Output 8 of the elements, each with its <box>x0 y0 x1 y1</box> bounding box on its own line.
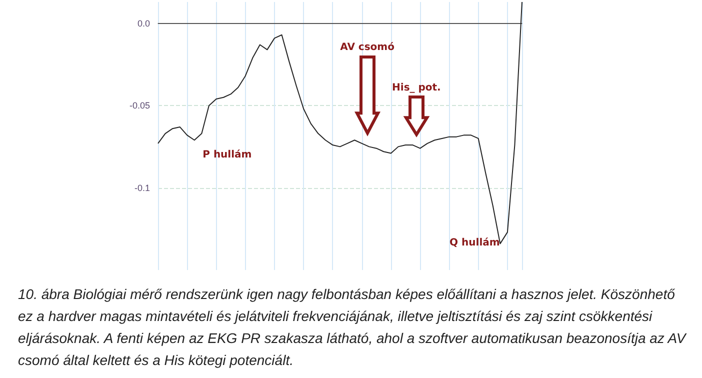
y-tick-label: -0.05 <box>129 100 150 111</box>
annotation: His_ pot. <box>392 82 441 94</box>
annotation: P hullám <box>202 149 252 160</box>
annotation: Q hullám <box>450 238 500 249</box>
text: 10. ábra Biológiai mérő rendszerünk igen nagy felbontásban képes előállítani a hasznos jelet. Köszönhető ez a hardver magas mintavételi és jelátviteli frekvenciájának, illetve jeltisztítási és zaj szint csökkentési eljárásoknak. A fenti képen az EKG PR szakasza látható, ahol a szoftver automatikusan beazonosítja az AV csomó által keltett és a His kötegi potenciált. <box>18 286 686 368</box>
y-tick-label: -0.1 <box>134 182 150 193</box>
y-tick-label: 0.0 <box>137 18 150 28</box>
annotation: AV csomó <box>340 42 395 54</box>
